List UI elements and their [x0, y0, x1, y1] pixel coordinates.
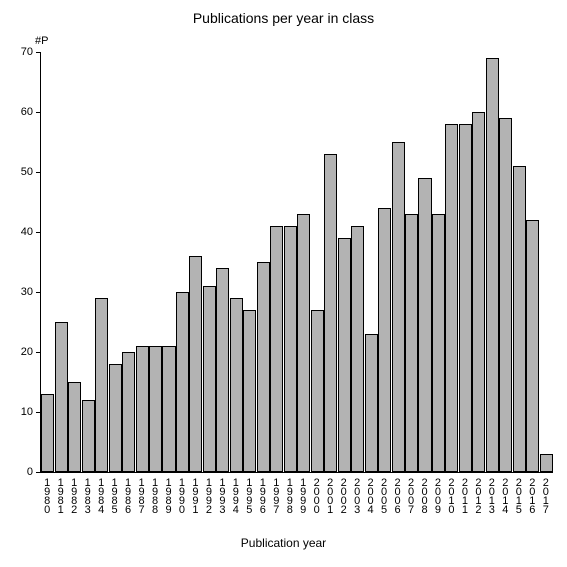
x-tick-label: 1993 — [216, 477, 227, 513]
x-tick-label: 2016 — [526, 477, 537, 513]
bar — [445, 124, 458, 472]
x-tick-label: 1986 — [122, 477, 133, 513]
x-tick-label: 2011 — [459, 477, 470, 513]
x-axis-title: Publication year — [0, 536, 567, 550]
bar — [176, 292, 189, 472]
x-tick-label: 1985 — [109, 477, 120, 513]
x-tick-label: 2014 — [499, 477, 510, 513]
y-tick-label: 10 — [21, 406, 41, 418]
x-tick-label: 2017 — [540, 477, 551, 513]
bar — [540, 454, 553, 472]
x-tick-label: 2007 — [405, 477, 416, 513]
bar — [203, 286, 216, 472]
bar — [378, 208, 391, 472]
bar — [230, 298, 243, 472]
bar — [136, 346, 149, 472]
bar — [55, 322, 68, 472]
x-tick-label: 1997 — [270, 477, 281, 513]
bar — [324, 154, 337, 472]
x-tick-label: 1995 — [243, 477, 254, 513]
bar — [257, 262, 270, 472]
bar — [297, 214, 310, 472]
bar — [68, 382, 81, 472]
bar — [392, 142, 405, 472]
bars-group — [41, 52, 553, 472]
bar — [405, 214, 418, 472]
x-tick-label: 2006 — [392, 477, 403, 513]
bar — [513, 166, 526, 472]
x-tick-label: 2000 — [311, 477, 322, 513]
bar — [338, 238, 351, 472]
chart-container: Publications per year in class #P 010203… — [0, 0, 567, 567]
x-tick-label: 2005 — [378, 477, 389, 513]
bar — [351, 226, 364, 472]
x-tick-label: 1989 — [163, 477, 174, 513]
x-tick-label: 1999 — [297, 477, 308, 513]
y-tick-label: 20 — [21, 346, 41, 358]
bar — [472, 112, 485, 472]
y-tick-label: 70 — [21, 46, 41, 58]
bar — [418, 178, 431, 472]
x-tick-label: 1983 — [82, 477, 93, 513]
chart-title: Publications per year in class — [0, 10, 567, 26]
x-tick-label: 2004 — [365, 477, 376, 513]
x-tick-label: 2009 — [432, 477, 443, 513]
x-tick-label: 2010 — [445, 477, 456, 513]
bar — [499, 118, 512, 472]
x-tick-label: 1996 — [257, 477, 268, 513]
y-tick-label: 30 — [21, 286, 41, 298]
x-tick-label: 2002 — [338, 477, 349, 513]
x-tick-label: 1992 — [203, 477, 214, 513]
bar — [95, 298, 108, 472]
y-tick-label: 60 — [21, 106, 41, 118]
bar — [284, 226, 297, 472]
x-tick-label: 1981 — [55, 477, 66, 513]
bar — [216, 268, 229, 472]
y-tick-label: 50 — [21, 166, 41, 178]
x-tick-label: 1990 — [176, 477, 187, 513]
x-tick-label: 2003 — [351, 477, 362, 513]
x-tick-label: 1991 — [189, 477, 200, 513]
y-tick-label: 40 — [21, 226, 41, 238]
bar — [189, 256, 202, 472]
bar — [486, 58, 499, 472]
x-tick-label: 1988 — [149, 477, 160, 513]
x-tick-label: 2001 — [324, 477, 335, 513]
bar — [432, 214, 445, 472]
x-tick-label: 1987 — [136, 477, 147, 513]
bar — [149, 346, 162, 472]
bar — [109, 364, 122, 472]
x-tick-label: 1998 — [284, 477, 295, 513]
x-tick-label: 2013 — [486, 477, 497, 513]
bar — [122, 352, 135, 472]
bar — [365, 334, 378, 472]
bar — [270, 226, 283, 472]
bar — [82, 400, 95, 472]
y-tick-label: 0 — [27, 466, 41, 478]
bar — [41, 394, 54, 472]
bar — [311, 310, 324, 472]
plot-area: 010203040506070 — [40, 52, 553, 473]
x-tick-label: 1994 — [230, 477, 241, 513]
bar — [243, 310, 256, 472]
x-tick-label: 2008 — [419, 477, 430, 513]
x-tick-label: 1980 — [41, 477, 52, 513]
x-tick-label: 2015 — [513, 477, 524, 513]
x-tick-label: 1982 — [68, 477, 79, 513]
bar — [526, 220, 539, 472]
bar — [162, 346, 175, 472]
x-tick-label: 2012 — [472, 477, 483, 513]
x-tick-label: 1984 — [95, 477, 106, 513]
bar — [459, 124, 472, 472]
